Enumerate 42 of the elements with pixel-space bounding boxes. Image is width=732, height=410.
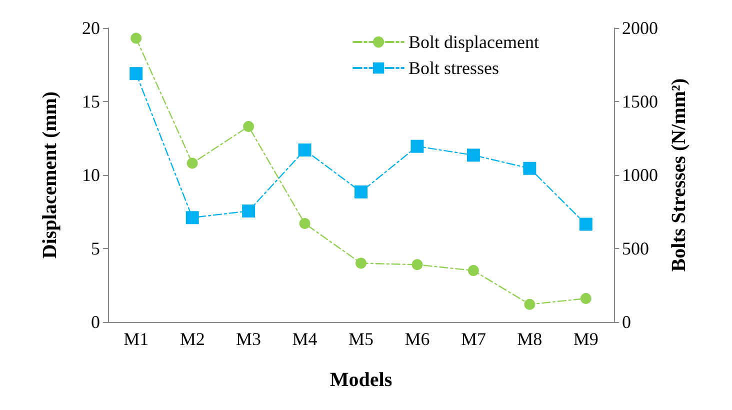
x-axis-title: Models — [330, 369, 392, 391]
x-tick-label: M7 — [460, 329, 486, 349]
legend-label: Bolt stresses — [408, 58, 500, 78]
x-tick-label: M8 — [517, 329, 542, 349]
point — [186, 211, 199, 224]
y2-tick-label: 1000 — [622, 165, 658, 185]
point — [354, 185, 368, 198]
legend-label: Bolt displacement — [408, 32, 540, 52]
point — [299, 218, 310, 230]
point — [130, 32, 142, 44]
y-tick-label: 15 — [82, 92, 100, 112]
y2-tick-label: 2000 — [622, 18, 658, 38]
x-tick-label: M1 — [124, 329, 149, 349]
y2-axis-title: Bolts Stresses (N/mm²) — [668, 78, 690, 272]
x-tick-label: M6 — [404, 329, 430, 349]
point — [242, 204, 256, 218]
point — [468, 265, 479, 276]
point — [466, 148, 480, 162]
point — [412, 259, 423, 270]
point — [130, 67, 143, 80]
x-tick-label: M2 — [180, 329, 205, 349]
point — [356, 258, 366, 269]
point — [524, 298, 536, 310]
y-tick-label: 10 — [82, 165, 100, 185]
y-axis-title: Displacement (mm) — [39, 91, 61, 259]
x-tick-label: M9 — [573, 329, 598, 349]
point — [579, 218, 592, 231]
y-tick-label: 5 — [91, 238, 100, 258]
x-tick-label: M4 — [292, 329, 318, 349]
point — [580, 292, 592, 304]
point — [410, 140, 424, 153]
y2-tick-label: 1500 — [622, 92, 658, 112]
point — [186, 158, 198, 169]
point — [523, 162, 536, 175]
point — [298, 144, 312, 157]
x-tick-label: M3 — [236, 329, 262, 349]
point — [243, 120, 254, 132]
y2-tick-label: 500 — [622, 238, 649, 258]
y2-tick-label: 0 — [622, 312, 631, 332]
y-tick-label: 20 — [82, 18, 100, 38]
x-tick-label: M5 — [348, 329, 374, 349]
y-tick-label: 0 — [91, 312, 100, 332]
